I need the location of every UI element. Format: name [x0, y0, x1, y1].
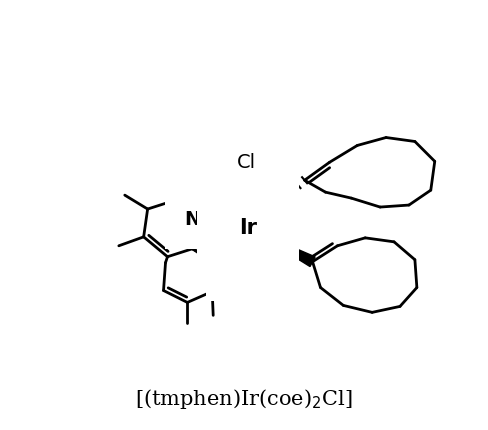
Text: Ir: Ir — [239, 218, 257, 238]
Polygon shape — [248, 228, 315, 267]
Text: Cl: Cl — [236, 153, 256, 172]
Text: [(tmphen)Ir(coe)$_2$Cl]: [(tmphen)Ir(coe)$_2$Cl] — [135, 387, 353, 411]
Text: N: N — [226, 262, 242, 281]
Text: N: N — [184, 210, 201, 230]
